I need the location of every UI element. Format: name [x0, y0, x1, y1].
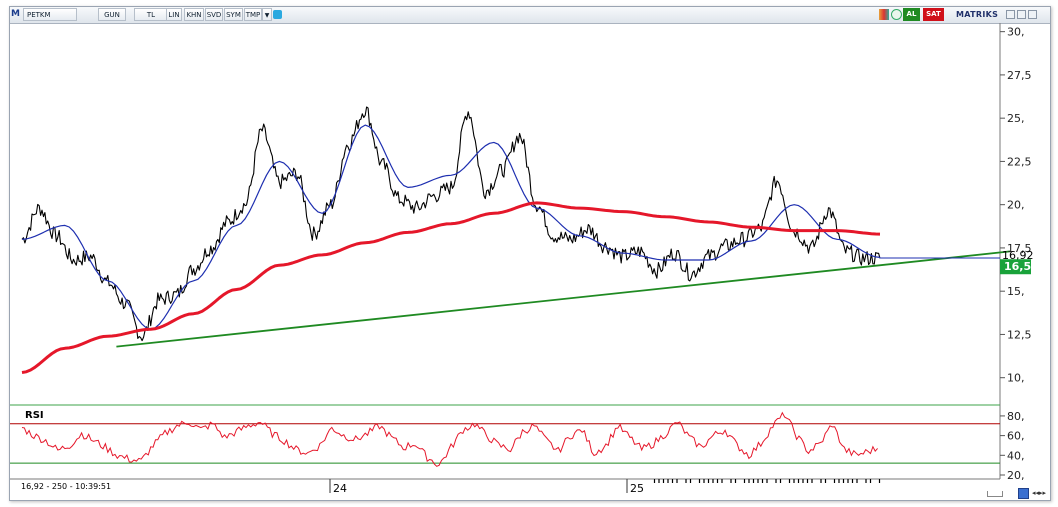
clock-icon[interactable]	[891, 9, 902, 20]
price-axis-tick-label: 30,	[1007, 26, 1025, 39]
color-palette-icon[interactable]	[879, 9, 889, 20]
toolbar-button-khn[interactable]: KHN	[184, 8, 204, 21]
close-icon[interactable]	[1028, 10, 1037, 19]
moving-average-fast-series-line	[21, 124, 881, 330]
price-axis-tick-label: 22,5	[1007, 155, 1032, 168]
price-axis-tick-label: 10,	[1007, 372, 1025, 385]
period-selector[interactable]: GUN	[98, 8, 126, 21]
price-axis-tick-label: 15,	[1007, 285, 1025, 298]
last-price-badge-label: 16,5	[1004, 260, 1031, 273]
toolbar-button-svd[interactable]: SVD	[205, 8, 223, 21]
chart-window: M PETKM GUN TL LIN KHN SVD SYM TMP ▼ AL …	[9, 6, 1051, 501]
dropdown-arrow-icon[interactable]: ▼	[262, 8, 272, 21]
price-axis-tick-label: 27,5	[1007, 69, 1032, 82]
rsi-axis-tick-label: 40,	[1007, 449, 1025, 462]
twitter-icon[interactable]	[273, 10, 282, 19]
navigation-arrows-icon[interactable]: ◂◂▸▸	[1032, 489, 1047, 497]
last-price-label: 16,92	[1002, 249, 1034, 262]
app-logo: M	[11, 9, 20, 19]
sync-icon[interactable]	[1018, 488, 1029, 499]
sell-button[interactable]: SAT	[923, 8, 944, 21]
rsi-title: RSI	[25, 410, 44, 421]
rsi-axis-tick-label: 60,	[1007, 430, 1025, 443]
price-axis-tick-label: 12,5	[1007, 328, 1032, 341]
price-panel	[21, 106, 1011, 374]
last-price-badge	[1000, 259, 1031, 275]
maximize-icon[interactable]	[1017, 10, 1026, 19]
buy-button[interactable]: AL	[903, 8, 920, 21]
rsi-axis-tick-label: 20,	[1007, 469, 1025, 482]
rsi-series-line	[21, 411, 878, 467]
price-series-line	[21, 106, 881, 342]
time-axis-label: 25	[630, 482, 644, 495]
axis-labels: 30, 27,5 25, 22,5 20, 17,5 15, 12,5 10, 16,9216,5…	[329, 26, 1034, 495]
symbol-selector[interactable]: PETKM	[23, 8, 77, 21]
rsi-panel	[10, 411, 1000, 467]
price-axis-tick-label: 20,	[1007, 199, 1025, 212]
scroll-grip[interactable]	[987, 491, 1003, 497]
toolbar-button-lin[interactable]: LIN	[166, 8, 182, 21]
toolbar-button-sym[interactable]: SYM	[224, 8, 243, 21]
toolbar-button-tmp[interactable]: TMP	[244, 8, 262, 21]
time-axis-label: 24	[333, 482, 347, 495]
status-bar: 16,92 - 250 - 10:39:51	[21, 482, 112, 491]
chart-toolbar: M PETKM GUN TL LIN KHN SVD SYM TMP ▼ AL …	[10, 7, 1050, 24]
trendline-series-line	[116, 250, 1011, 348]
chart-canvas[interactable]: 30, 27,5 25, 22,5 20, 17,5 15, 12,5 10, 16,9216,5…	[10, 7, 1050, 500]
price-axis-tick-label: 17,5	[1007, 242, 1032, 255]
rsi-axis-tick-label: 80,	[1007, 410, 1025, 423]
brand-label: MATRIKS	[956, 10, 999, 19]
price-axis-tick-label: 25,	[1007, 112, 1025, 125]
minimize-icon[interactable]	[1006, 10, 1015, 19]
moving-average-slow-series-line	[21, 201, 881, 374]
